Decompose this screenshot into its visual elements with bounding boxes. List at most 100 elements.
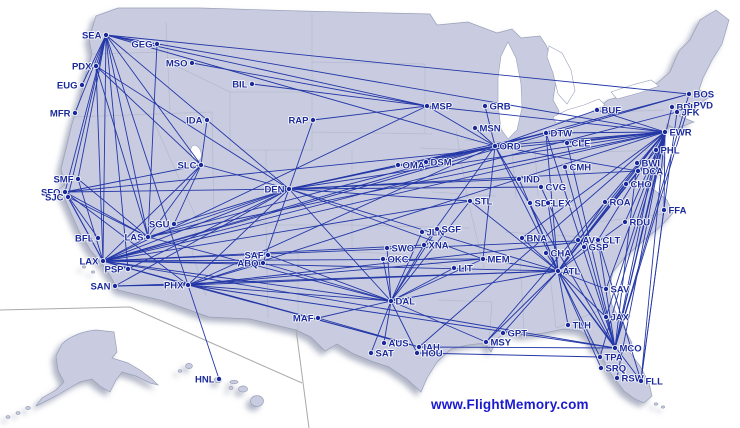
airport-dot-SJC <box>65 193 72 200</box>
airport-dot-EWR <box>662 128 669 135</box>
route-BFL-SFO <box>64 191 99 239</box>
airport-label-SAF: SAF <box>245 251 264 262</box>
route-ATL-JAX <box>557 270 607 318</box>
airport-dot-SAF <box>264 251 271 258</box>
route-GPT-ATL <box>502 270 559 334</box>
lake-ontario <box>610 79 660 100</box>
airport-dot-SAV <box>603 285 610 292</box>
airport-label-TPA: TPA <box>605 353 623 364</box>
route-MEM-DAL <box>390 258 484 302</box>
route-MSO-MSP <box>191 62 428 107</box>
route-SLC-LAS <box>147 164 202 238</box>
airport-label-CLE: CLE <box>572 139 591 150</box>
route-DEN-MEM <box>288 188 484 260</box>
route-LAX-DAL <box>102 260 392 302</box>
route-LAX-ORD <box>102 145 496 262</box>
route-SAT-DAL <box>370 300 392 354</box>
route-MEM-ORD <box>482 145 496 260</box>
route-PHX-IAH <box>187 284 420 348</box>
airport-label-JLN: JLN <box>427 228 445 239</box>
airport-label-ROA: ROA <box>610 198 631 209</box>
airport-dot-ABQ <box>259 259 266 266</box>
airport-dot-MCO <box>612 344 619 351</box>
route-RAP-MSP <box>312 105 428 121</box>
airport-label-SFO: SFO <box>41 188 61 199</box>
airport-label-JAX: JAX <box>611 313 630 324</box>
airport-dot-PDX <box>93 63 100 70</box>
inset-divider-lines <box>0 306 310 428</box>
route-FFA-FLL <box>640 209 665 382</box>
route-ATL-CHA <box>545 252 559 272</box>
airport-label-BNA: BNA <box>527 234 548 245</box>
airport-dot-LEX <box>545 199 552 206</box>
airport-dot-GRB <box>481 103 488 110</box>
airport-dot-SAT <box>367 349 374 356</box>
route-OMA-ORD <box>397 145 496 166</box>
route-DTW-EWR <box>545 131 666 134</box>
airport-dot-DEN <box>285 185 292 192</box>
airport-label-ATL: ATL <box>563 267 581 278</box>
route-DEN-STL <box>288 188 471 202</box>
route-EWR-FFA <box>663 131 666 211</box>
airport-label-ORD: ORD <box>500 142 521 153</box>
route-SEA-PHX <box>105 34 189 286</box>
airport-dot-CHO <box>623 180 630 187</box>
route-EWR-SAV <box>605 131 666 290</box>
airport-label-SAT: SAT <box>376 349 394 360</box>
route-PSP-LAX <box>102 260 129 270</box>
alaska-inset-shape <box>35 329 160 407</box>
airport-dot-DAL <box>387 297 394 304</box>
airport-label-CLT: CLT <box>603 236 621 247</box>
airport-dot-LAX <box>100 257 107 264</box>
airport-dot-PHX <box>184 281 191 288</box>
route-CLT-MCO <box>597 239 616 349</box>
route-SAF-DAL <box>267 254 392 302</box>
airport-label-DEN: DEN <box>264 185 284 196</box>
airport-label-MSO: MSO <box>166 59 188 70</box>
airport-label-SWO: SWO <box>392 244 415 255</box>
airport-dot-BIL <box>248 81 255 88</box>
channel-island <box>82 265 86 269</box>
airport-dot-MSN <box>471 125 478 132</box>
airport-dot-CLT <box>595 236 602 243</box>
airport-dot-BUF <box>594 107 601 114</box>
airport-dot-DCA <box>635 167 642 174</box>
route-BWI-MCO <box>614 162 638 349</box>
route-STL-ATL <box>469 200 559 272</box>
route-ATL-LEX <box>547 202 559 272</box>
airport-label-CHO: CHO <box>631 180 652 191</box>
florida-key <box>653 402 659 406</box>
route-EWR-AVL <box>577 131 666 241</box>
route-ORD-BOS <box>494 93 690 147</box>
flightmemory-link[interactable]: www.FlightMemory.com <box>431 397 589 412</box>
route-SGF-DAL <box>390 228 438 302</box>
airport-dot-PVD <box>686 102 693 109</box>
route-ORD-MCO <box>494 145 616 349</box>
route-SLC-LAX <box>102 164 202 262</box>
airport-dot-OMA <box>394 161 401 168</box>
route-MSY-EWR <box>485 131 666 343</box>
airport-dot-TPA <box>597 353 604 360</box>
route-LAX-DEN <box>102 188 290 262</box>
airport-label-MAF: MAF <box>293 314 314 325</box>
route-LAX-CLT <box>102 239 599 262</box>
airport-label-ABQ: ABQ <box>237 259 258 270</box>
route-PDX-LAX <box>95 65 104 262</box>
airport-label-FFA: FFA <box>669 206 687 217</box>
route-MSP-EWR <box>426 105 666 133</box>
airport-label-DCA: DCA <box>643 167 664 178</box>
airport-label-BFL: BFL <box>75 234 94 245</box>
channel-island <box>91 270 95 274</box>
route-MSP-ORD <box>426 105 496 147</box>
airport-label-BWI: BWI <box>642 159 660 170</box>
route-LIT-DAL <box>390 267 455 302</box>
airport-label-EUG: EUG <box>57 81 78 92</box>
lake-huron <box>546 45 576 105</box>
airport-label-MSN: MSN <box>480 124 501 135</box>
airport-dot-TLH <box>565 321 572 328</box>
hawaii-big-island <box>250 395 264 407</box>
airport-label-DTW: DTW <box>551 129 573 140</box>
airport-dot-RDU <box>622 218 629 225</box>
route-EUG-SEA <box>81 34 107 86</box>
